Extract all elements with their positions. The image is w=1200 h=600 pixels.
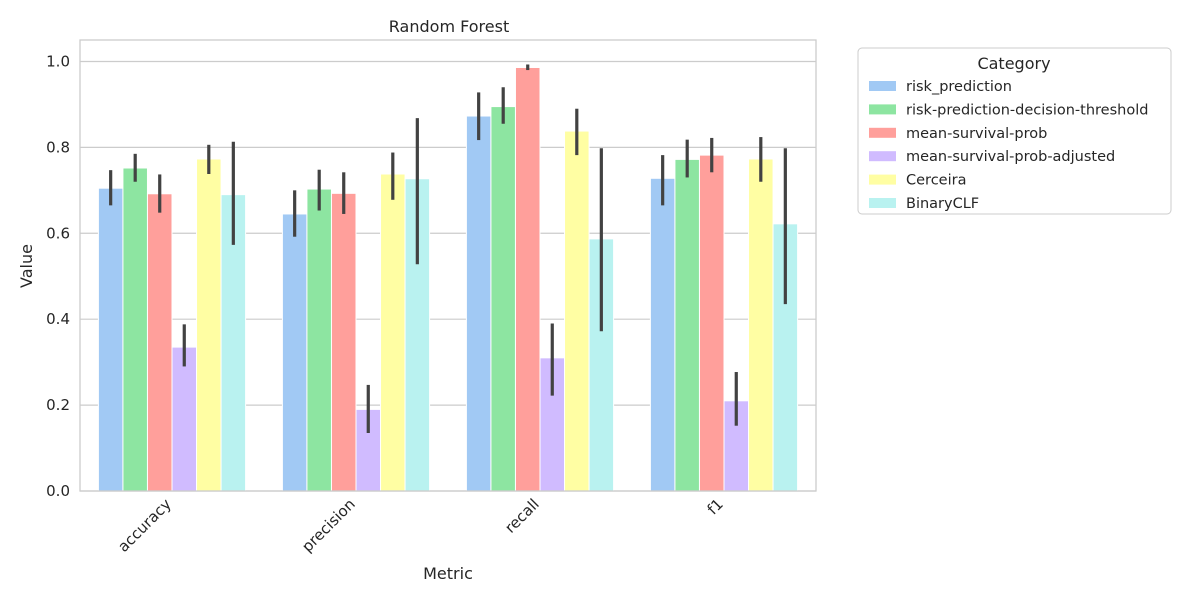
bar-risk-prediction-decision-threshold-accuracy: [122, 167, 148, 492]
legend-swatch: [869, 81, 896, 91]
y-tick-label: 1.0: [46, 52, 70, 70]
bar-Cerceira-accuracy: [196, 158, 222, 492]
y-tick-label: 0.6: [46, 224, 70, 242]
bar-mean-survival-prob-recall: [514, 66, 541, 492]
legend-frame: [857, 47, 1172, 215]
legend-swatch: [869, 104, 896, 115]
legend-label: risk-prediction-decision-threshold: [906, 102, 1148, 118]
x-tick-label: accuracy: [114, 495, 175, 556]
x-axis-label: Metric: [423, 564, 473, 583]
y-tick-label: 0.4: [46, 310, 70, 328]
bar-risk-prediction-decision-threshold-precision: [306, 188, 332, 492]
bar-risk_prediction-precision: [281, 213, 308, 492]
legend-label: Cerceira: [906, 173, 966, 189]
chart-title: Random Forest: [389, 17, 509, 36]
legend-label: BinaryCLF: [906, 196, 979, 212]
y-tick-label: 0.2: [46, 396, 70, 414]
legend-label: mean-survival-prob: [906, 126, 1047, 142]
x-axis-ticks: accuracy precision recall f1: [114, 495, 727, 556]
y-axis-ticks: 0.0 0.2 0.4 0.6 0.8 1.0: [46, 52, 70, 500]
legend-label: risk_prediction: [906, 79, 1012, 95]
bar-Cerceira-precision: [380, 173, 406, 492]
bar-mean-survival-prob-f1: [698, 154, 725, 492]
bar-risk-prediction-decision-threshold-f1: [674, 158, 700, 492]
bar-mean-survival-prob-precision: [330, 192, 357, 492]
bar-risk_prediction-f1: [649, 177, 676, 492]
bar-mean-survival-prob-accuracy: [146, 193, 173, 492]
legend-title: Category: [977, 54, 1050, 73]
y-tick-label: 0.0: [46, 482, 70, 500]
legend-swatch: [869, 127, 896, 138]
bars: [97, 66, 799, 492]
bar-risk-prediction-decision-threshold-recall: [490, 106, 516, 492]
x-tick-label: f1: [704, 495, 727, 518]
x-tick-label: precision: [298, 495, 359, 556]
y-axis-label: Value: [17, 244, 36, 288]
legend-label: mean-survival-prob-adjusted: [906, 149, 1115, 165]
x-tick-label: recall: [501, 495, 543, 537]
error-bars: [109, 64, 787, 434]
bar-Cerceira-recall: [564, 130, 590, 492]
plot-frame: [79, 39, 817, 492]
y-tick-label: 0.8: [46, 138, 70, 156]
legend: Category risk_prediction risk-prediction-…: [857, 47, 1172, 215]
legend-swatch: [869, 151, 896, 162]
legend-swatch: [869, 198, 896, 208]
bar-mean-survival-prob-adjusted-accuracy: [171, 346, 198, 492]
legend-swatch: [869, 174, 896, 185]
bar-risk_prediction-accuracy: [97, 187, 124, 492]
bar-Cerceira-f1: [748, 158, 774, 492]
bar-risk_prediction-recall: [465, 115, 492, 492]
